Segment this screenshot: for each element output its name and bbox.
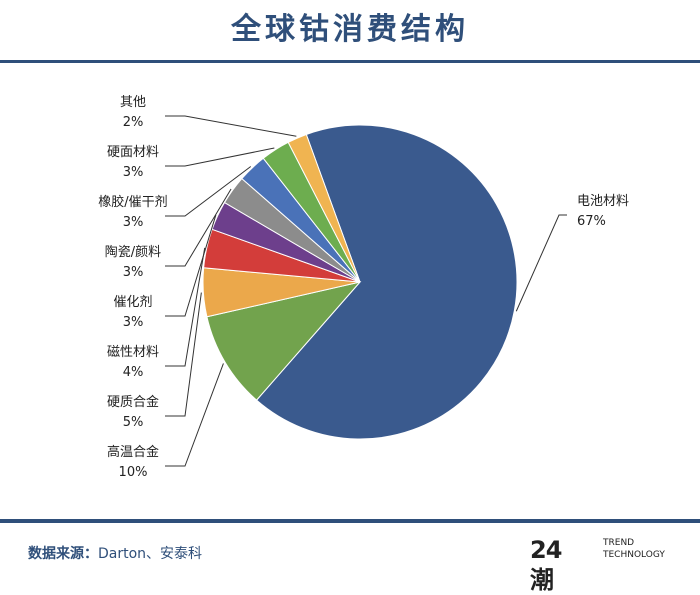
- leader-line-slice-1: [165, 363, 224, 467]
- slice-label-1: 高温合金: [107, 444, 159, 460]
- footer-divider: [0, 519, 700, 523]
- leader-line-slice-5: [165, 188, 232, 267]
- slice-label-6: 橡胶/催干剂: [98, 194, 167, 210]
- slice-value-5: 3%: [123, 265, 144, 280]
- slice-value-8: 2%: [123, 115, 144, 130]
- slice-label-8: 其他: [120, 95, 146, 110]
- slice-value-3: 4%: [123, 365, 144, 380]
- source-label: 数据来源：: [28, 546, 98, 562]
- slice-label-3: 磁性材料: [107, 345, 159, 360]
- slice-label-7: 硬面材料: [107, 145, 159, 160]
- slice-value-0: 67%: [577, 214, 606, 229]
- slice-label-2: 硬质合金: [107, 394, 159, 410]
- leader-line-slice-6: [165, 166, 252, 217]
- slice-value-2: 5%: [123, 415, 144, 430]
- chart-title: 全球钴消费结构: [231, 12, 469, 47]
- header-divider: [0, 60, 700, 63]
- slice-value-4: 3%: [123, 315, 144, 330]
- pie-slice-8: [287, 133, 361, 283]
- brand-line-1: TREND: [603, 538, 635, 548]
- pie-slice-1: [206, 281, 362, 401]
- leader-line-slice-8: [165, 115, 297, 137]
- slice-label-5: 陶瓷/颜料: [105, 244, 161, 260]
- slice-label-4: 催化剂: [113, 295, 152, 310]
- leader-line-slice-0: [515, 214, 567, 312]
- pie-slice-0: [255, 124, 518, 440]
- leader-line-slice-7: [165, 147, 275, 167]
- brand-mark: 24潮: [530, 536, 562, 594]
- source-text: Darton、安泰科: [98, 546, 203, 562]
- slice-value-6: 3%: [123, 215, 144, 230]
- leader-line-slice-2: [165, 292, 202, 417]
- leader-line-slice-3: [165, 247, 206, 367]
- data-source: 数据来源：Darton、安泰科: [28, 543, 202, 563]
- brand-line-2: TECHNOLOGY: [603, 550, 665, 560]
- slice-value-7: 3%: [123, 165, 144, 180]
- leader-line-slice-4: [165, 214, 217, 317]
- pie-chart: 电池材料 67% 高温合金 10% 硬质合金 5% 磁性材料 4% 催化剂 3% 陶瓷/颜料 3% 橡胶…: [98, 95, 629, 480]
- slice-value-1: 10%: [119, 465, 148, 480]
- slice-label-0: 电池材料: [577, 194, 629, 209]
